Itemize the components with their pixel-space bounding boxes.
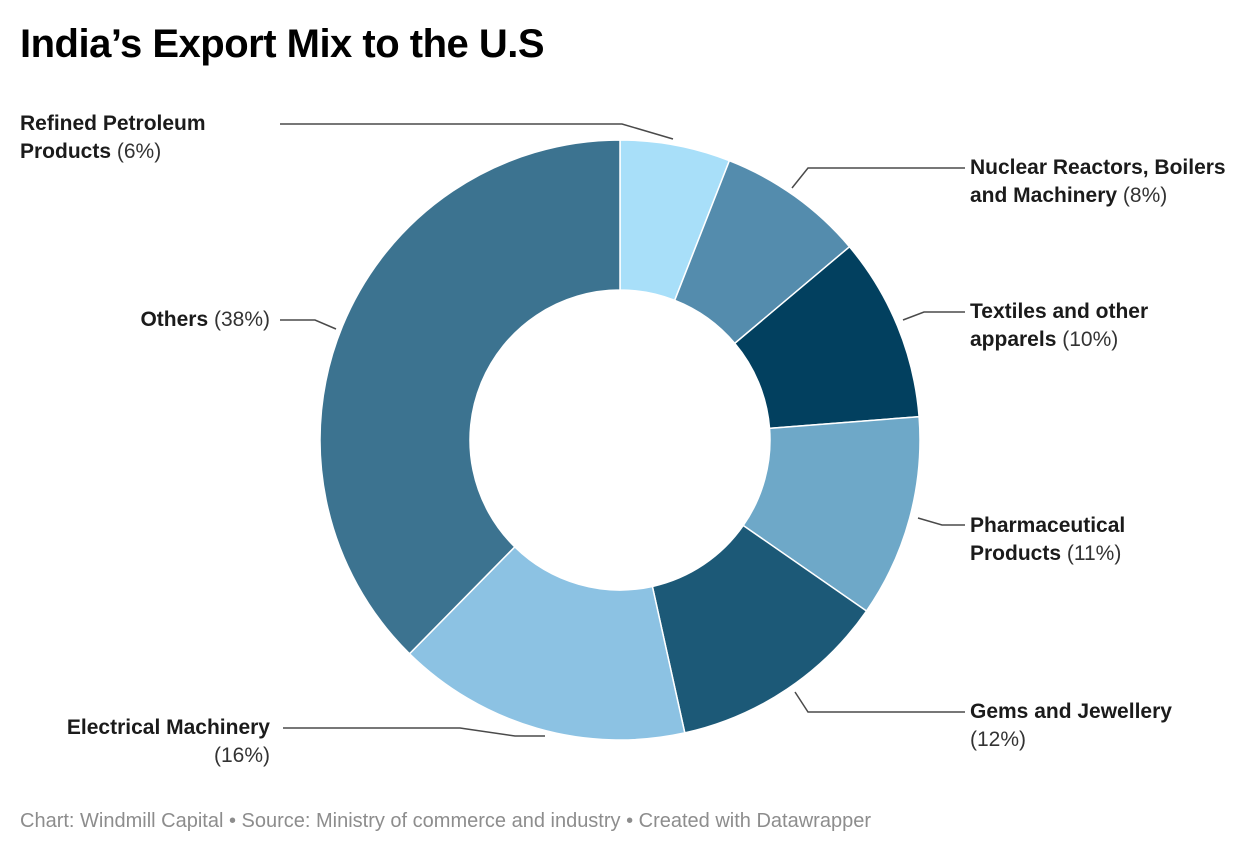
donut-slice-6 xyxy=(319,139,621,655)
slice-label-name: Nuclear Reactors, Boilers and Machinery xyxy=(970,156,1226,207)
slice-label-percent: (16%) xyxy=(213,744,270,767)
donut-slice-4 xyxy=(651,524,868,734)
chart-title: India’s Export Mix to the U.S xyxy=(20,22,545,66)
slice-label-gems-jewellery: Gems and Jewellery (12%) xyxy=(970,698,1210,754)
leader-line-0 xyxy=(280,123,674,140)
chart-footer: Chart: Windmill Capital • Source: Minist… xyxy=(20,810,871,832)
slice-label-nuclear-reactors: Nuclear Reactors, Boilers and Machinery … xyxy=(970,154,1230,210)
leader-line-1 xyxy=(791,167,965,189)
slice-label-others: Others (38%) xyxy=(20,306,270,334)
slice-label-name: Refined Petroleum Products xyxy=(20,112,206,163)
slice-label-percent: (12%) xyxy=(970,728,1027,751)
slice-label-name: Others xyxy=(140,308,209,331)
slice-label-percent: (38%) xyxy=(213,308,270,331)
slice-label-name: Electrical Machinery xyxy=(66,716,270,739)
leader-line-6 xyxy=(280,319,337,330)
leader-lines xyxy=(280,123,965,737)
slice-label-percent: (10%) xyxy=(1062,328,1119,351)
donut-slice-5 xyxy=(408,545,686,741)
slice-label-percent: (11%) xyxy=(1066,542,1122,565)
leader-line-5 xyxy=(283,727,545,737)
slice-label-name: Gems and Jewellery xyxy=(970,700,1172,723)
slice-label-pharmaceutical: Pharmaceutical Products (11%) xyxy=(970,512,1190,568)
slice-label-name: Textiles and other apparels xyxy=(970,300,1149,351)
slice-label-name: Pharmaceutical Products xyxy=(970,514,1126,565)
slice-label-percent: (6%) xyxy=(116,140,162,163)
slice-label-textiles: Textiles and other apparels (10%) xyxy=(970,298,1190,354)
slice-label-percent: (8%) xyxy=(1122,184,1168,207)
leader-line-2 xyxy=(902,311,965,321)
leader-line-4 xyxy=(794,691,965,713)
slice-label-refined-petroleum: Refined Petroleum Products (6%) xyxy=(20,110,260,166)
leader-line-3 xyxy=(917,517,965,526)
slice-label-electrical-machinery: Electrical Machinery (16%) xyxy=(20,714,270,770)
donut-slices xyxy=(319,139,921,741)
